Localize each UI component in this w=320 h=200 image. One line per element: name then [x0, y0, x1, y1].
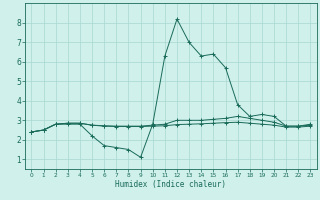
X-axis label: Humidex (Indice chaleur): Humidex (Indice chaleur): [116, 180, 227, 189]
